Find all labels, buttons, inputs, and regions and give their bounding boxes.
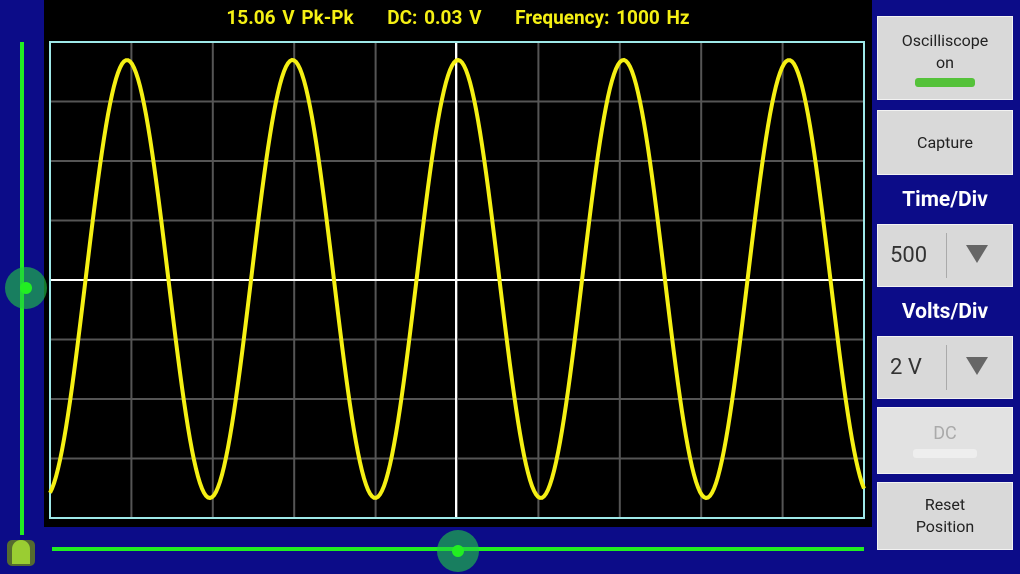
volts-div-spinner[interactable]: 2 V: [877, 336, 1013, 399]
reset-label-2: Position: [915, 517, 975, 536]
waveform: [48, 57, 866, 501]
power-label: Oscilliscope: [901, 30, 989, 50]
volts-div-value: 2 V: [890, 355, 922, 380]
dc-indicator: [913, 449, 977, 458]
power-indicator: [915, 77, 975, 87]
scope: [5, 41, 866, 572]
time-div-label: Time/Div: [902, 188, 988, 212]
time-div-spinner[interactable]: 500: [877, 224, 1013, 287]
power-button[interactable]: Oscilliscope on: [877, 16, 1013, 100]
volts-div-label: Volts/Div: [901, 300, 989, 324]
dc-offset: DC: 0.03 V: [387, 6, 482, 29]
power-state: on: [936, 52, 954, 72]
capture-button[interactable]: Capture: [877, 110, 1013, 175]
pk-pk: 15.06 V Pk-Pk: [226, 6, 354, 29]
screen-border: [49, 41, 865, 519]
app-icon: [7, 540, 35, 566]
dc-label: DC: [933, 423, 957, 444]
reset-button[interactable]: Reset Position: [877, 482, 1013, 550]
reset-label-1: Reset: [924, 495, 966, 514]
frequency: Frequency: 1000 Hz: [515, 6, 690, 29]
dc-button[interactable]: DC: [877, 407, 1013, 474]
v-slider-knob[interactable]: [20, 282, 32, 294]
h-slider-knob[interactable]: [452, 545, 464, 557]
readout: 15.06 V Pk-Pk DC: 0.03 V Frequency: 1000…: [44, 6, 872, 29]
capture-label: Capture: [917, 132, 973, 152]
time-div-value: 500: [890, 243, 928, 268]
